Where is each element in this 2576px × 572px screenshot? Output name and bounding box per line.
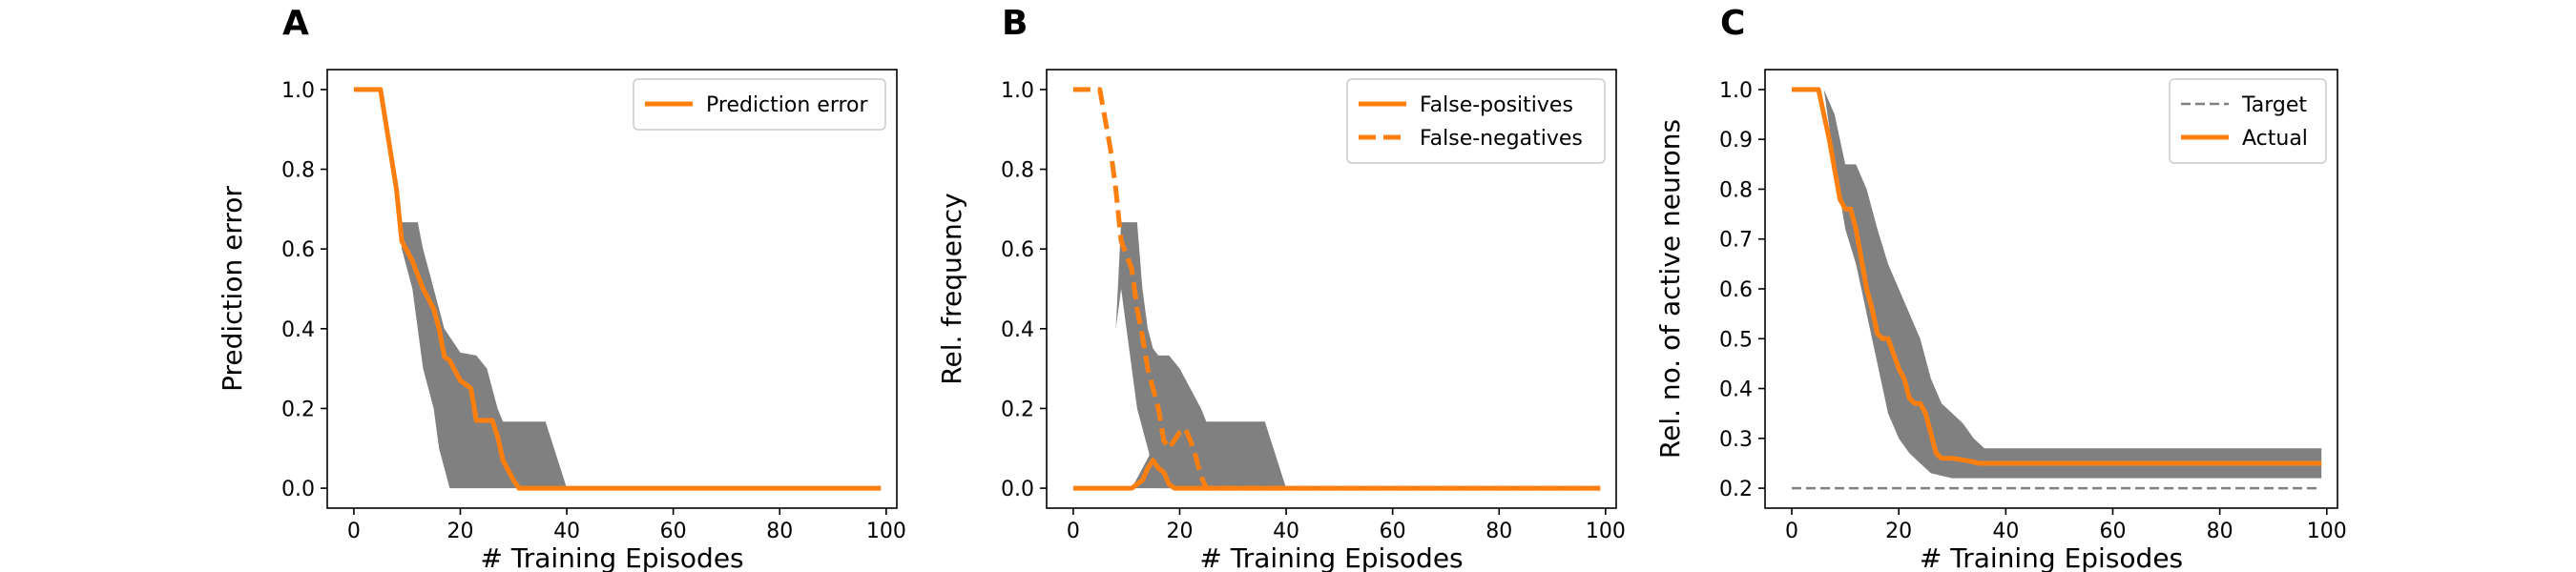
panel-b: B 0 20 40 60 80 100 0.0 0.2 0.4 0.6 0.8 1.0 # Trainin… [936, 4, 1626, 572]
x-tick-label: 60 [2099, 520, 2126, 543]
legend-box [1346, 78, 1606, 164]
legend-box [2169, 78, 2327, 164]
x-axis-label: # Training Episodes [1920, 542, 2183, 572]
y-tick-label: 0.5 [1719, 328, 1753, 352]
panel-label: A [282, 4, 309, 43]
x-tick-label: 40 [1992, 520, 2019, 543]
y-tick-label: 0.8 [1001, 159, 1034, 183]
legend-label: Actual [2242, 127, 2308, 151]
y-tick-label: 0.4 [1001, 318, 1034, 342]
y-tick-label: 0.6 [1719, 278, 1753, 302]
panel-label: C [1720, 4, 1745, 43]
legend: Prediction error [633, 78, 886, 131]
y-axis-label: Rel. frequency [936, 193, 967, 384]
y-tick-label: 0.0 [281, 478, 315, 501]
legend-label: Prediction error [706, 93, 868, 117]
y-axis-label: Rel. no. of active neurons [1654, 119, 1686, 459]
y-tick-label: 0.6 [1001, 238, 1034, 262]
legend-label: False-positives [1420, 93, 1573, 117]
y-tick-label: 0.8 [1719, 178, 1753, 202]
y-tick-label: 0.4 [1719, 378, 1753, 402]
x-tick-label: 0 [1067, 520, 1080, 543]
legend-box [633, 78, 886, 131]
series-line-actual [1792, 87, 2322, 466]
x-tick-label: 20 [1166, 520, 1193, 543]
x-tick-label: 100 [1586, 520, 1626, 543]
y-tick-label: 1.0 [281, 79, 315, 103]
y-tick-label: 0.3 [1719, 428, 1753, 452]
y-tick-label: 0.0 [1001, 478, 1034, 501]
x-tick-label: 60 [660, 520, 687, 543]
y-axis-label: Prediction error [217, 186, 248, 392]
y-tick-label: 0.4 [281, 318, 315, 342]
y-tick-label: 0.2 [281, 398, 315, 421]
x-tick-label: 80 [2207, 520, 2233, 543]
y-tick-label: 1.0 [1719, 79, 1753, 103]
variability-band [353, 89, 882, 489]
x-tick-label: 40 [553, 520, 580, 543]
axes-frame [1046, 69, 1617, 509]
legend-label: False-negatives [1420, 127, 1583, 151]
x-axis-label: # Training Episodes [1199, 542, 1463, 572]
x-tick-label: 0 [347, 520, 361, 543]
y-tick-label: 0.6 [281, 238, 315, 262]
series-line-false-negatives [1072, 87, 1601, 491]
y-tick-label: 0.2 [1719, 478, 1753, 501]
panel-label: B [1002, 4, 1028, 43]
x-tick-label: 100 [866, 520, 906, 543]
x-axis-label: # Training Episodes [480, 542, 743, 572]
panel-c: C 0 20 40 60 80 100 0.2 0.3 0.4 0.5 0.6 0.7 0.8 0.9 1.0… [1654, 4, 2347, 572]
x-tick-label: 100 [2307, 520, 2347, 543]
x-tick-label: 40 [1273, 520, 1299, 543]
x-tick-label: 80 [766, 520, 793, 543]
series-line-prediction-error [353, 87, 882, 491]
variability-band [1792, 89, 2322, 479]
x-tick-label: 80 [1485, 520, 1512, 543]
x-tick-label: 0 [1785, 520, 1798, 543]
series-line-false-positives [1072, 458, 1601, 491]
legend-label: Target [2241, 93, 2307, 117]
x-tick-label: 60 [1380, 520, 1406, 543]
y-tick-label: 1.0 [1001, 79, 1034, 103]
x-tick-label: 20 [1885, 520, 1912, 543]
y-tick-label: 0.2 [1001, 398, 1034, 421]
y-tick-label: 0.8 [281, 159, 315, 183]
legend: False-positives False-negatives [1346, 78, 1606, 164]
panel-a: A 0 20 40 60 80 100 0.0 0.2 0.4 0.6 0.8 1.0 # Trainin… [217, 4, 906, 572]
axes-frame [326, 69, 898, 509]
y-tick-label: 0.7 [1719, 229, 1753, 253]
y-tick-label: 0.9 [1719, 129, 1753, 153]
x-tick-label: 20 [447, 520, 473, 543]
legend: Target Actual [2169, 78, 2327, 164]
variability-band [1072, 222, 1601, 489]
